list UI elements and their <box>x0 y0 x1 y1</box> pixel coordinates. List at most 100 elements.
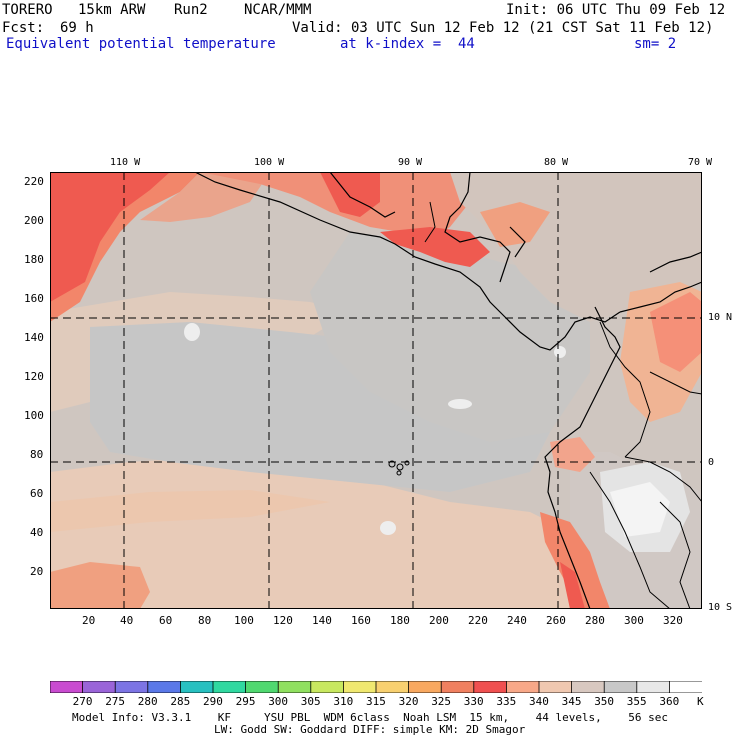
x-tick: 200 <box>429 614 449 627</box>
colorbar-label: 335 <box>496 695 517 708</box>
colorbar-unit: K <box>697 695 704 708</box>
colorbar-label: 355 <box>626 695 647 708</box>
white-patch <box>380 521 396 535</box>
forecast-hour: 69 h <box>60 20 94 36</box>
colorbar-label: 275 <box>105 695 126 708</box>
forecast-label: Fcst: <box>2 20 45 36</box>
colorbar-swatch <box>603 681 638 693</box>
y-tick: 140 <box>24 331 44 344</box>
colorbar-swatch <box>342 681 377 693</box>
x-tick: 100 <box>234 614 254 627</box>
colorbar-swatch <box>375 681 410 693</box>
lon-label-100w: 100 W <box>254 157 285 168</box>
colorbar-swatch <box>636 681 671 693</box>
colorbar-label: 280 <box>137 695 158 708</box>
white-region-amazon <box>610 482 670 537</box>
colorbar-label: 325 <box>431 695 452 708</box>
lon-label-110w: 110 W <box>110 157 141 168</box>
model-resolution: 15km ARW <box>78 2 146 18</box>
country-borders <box>424 201 702 609</box>
hot-region-guatemala <box>380 227 490 267</box>
x-tick: 180 <box>390 614 410 627</box>
x-tick: 300 <box>624 614 644 627</box>
colorbar-swatch <box>277 681 312 693</box>
hot-band-peru-coast <box>560 562 585 609</box>
x-tick: 40 <box>120 614 134 627</box>
tan-edge-northwest <box>140 172 270 222</box>
valid-time: Valid: 03 UTC Sun 12 Feb 12 (21 CST Sat … <box>292 20 714 36</box>
x-tick: 20 <box>82 614 96 627</box>
y-tick: 160 <box>24 292 44 305</box>
colorbar-swatch <box>408 681 443 693</box>
y-tick: 220 <box>24 175 44 188</box>
lat-label-10s: 10 S <box>708 602 733 613</box>
lon-label-90w: 90 W <box>398 157 423 168</box>
model-name: TORERO <box>2 2 53 18</box>
y-tick: 180 <box>24 253 44 266</box>
warm-region-andes-north <box>650 292 702 372</box>
smoothing-label: sm= 2 <box>634 36 677 52</box>
x-tick: 120 <box>273 614 293 627</box>
colorbar-swatch <box>505 681 540 693</box>
colorbar-label: 340 <box>529 695 549 708</box>
y-tick: 80 <box>30 448 44 461</box>
colorbar-swatch <box>669 681 702 693</box>
warm-region-mexico <box>200 172 470 242</box>
run-label: Run2 <box>174 2 208 18</box>
x-tick: 240 <box>507 614 527 627</box>
colorbar-swatch <box>82 681 117 693</box>
lat-label-0: 0 <box>708 457 715 468</box>
level-label: at k-index = 44 <box>340 36 475 52</box>
lat-lon-grid <box>50 172 702 609</box>
colorbar-swatch <box>147 681 182 693</box>
colorbar-label: 295 <box>235 695 256 708</box>
field-name: Equivalent potential temperature <box>6 36 276 52</box>
colorbar-label: 330 <box>463 695 484 708</box>
y-tick: 20 <box>30 565 44 578</box>
x-tick: 80 <box>198 614 212 627</box>
colorbar-label: 350 <box>594 695 615 708</box>
lat-label-10n: 10 N <box>708 312 733 323</box>
colorbar-label: 300 <box>268 695 289 708</box>
x-tick: 140 <box>312 614 332 627</box>
colorbar-swatch <box>310 681 345 693</box>
colorbar-swatch <box>440 681 475 693</box>
lon-label-70w: 70 W <box>688 157 713 168</box>
colorbar-label: 285 <box>170 695 191 708</box>
colorbar-swatch <box>245 681 280 693</box>
white-patch <box>448 399 472 409</box>
colorbar-swatch <box>473 681 508 693</box>
x-tick: 280 <box>585 614 605 627</box>
x-tick: 60 <box>159 614 173 627</box>
x-tick: 320 <box>663 614 683 627</box>
colorbar-label: 310 <box>333 695 354 708</box>
coastlines <box>194 172 702 609</box>
colorbar-label: 315 <box>366 695 386 708</box>
x-tick: 160 <box>351 614 371 627</box>
lon-label-80w: 80 W <box>544 157 569 168</box>
white-patch <box>554 346 566 358</box>
physics-info: LW: Godd SW: Goddard DIFF: simple KM: 2D… <box>214 723 526 736</box>
colorbar <box>50 681 702 693</box>
x-tick: 220 <box>468 614 488 627</box>
colorbar-swatch <box>538 681 573 693</box>
colorbar-label: 270 <box>72 695 93 708</box>
colorbar-swatch <box>212 681 247 693</box>
map-frame <box>50 172 702 609</box>
colorbar-label: 320 <box>398 695 419 708</box>
organization: NCAR/MMM <box>244 2 312 18</box>
y-tick: 120 <box>24 370 44 383</box>
init-time: Init: 06 UTC Thu 09 Feb 12 <box>506 2 726 18</box>
colorbar-swatch <box>179 681 214 693</box>
tan-band-southwest <box>50 490 330 532</box>
colorbar-label: 345 <box>561 695 582 708</box>
hot-region-mexico <box>320 172 380 217</box>
hot-region-northwest <box>50 172 170 302</box>
theta-e-map <box>50 172 702 609</box>
y-tick: 100 <box>24 409 44 422</box>
colorbar-swatch <box>50 681 84 693</box>
warm-patch-ecuador <box>550 437 595 472</box>
warm-patch-southwest <box>50 562 150 609</box>
x-tick: 260 <box>546 614 566 627</box>
colorbar-label: 305 <box>300 695 321 708</box>
